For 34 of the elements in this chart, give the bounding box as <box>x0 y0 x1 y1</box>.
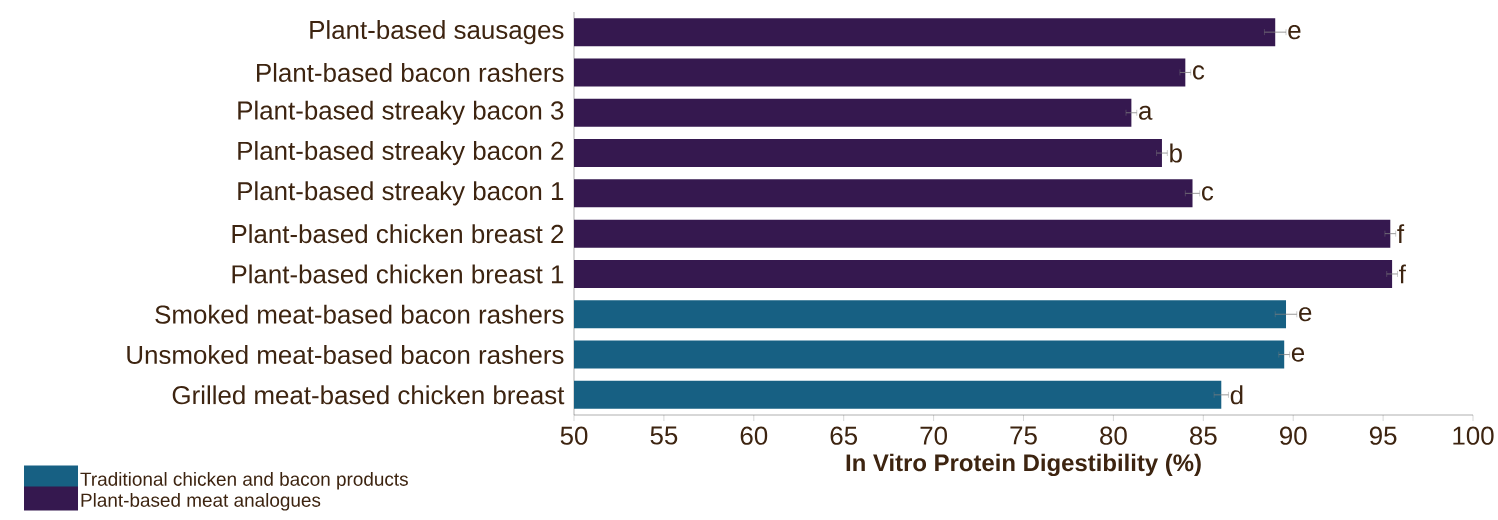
y-tick-label: Grilled meat-based chicken breast <box>172 385 565 405</box>
y-tick-label: Plant-based streaky bacon 2 <box>238 140 564 166</box>
x-tick-label: 50 <box>560 426 588 445</box>
x-tick-label: 80 <box>1100 426 1127 445</box>
y-tick-label: Unsmoked meat-based bacon rashers <box>127 345 564 365</box>
x-tick-label: 70 <box>920 426 947 445</box>
legend-label: Traditional chicken and bacon products <box>80 471 408 490</box>
x-axis-title: In Vitro Protein Digestibility (%) <box>846 453 1201 477</box>
y-tick-label: Plant-based streaky bacon 3 <box>238 100 564 125</box>
annotation: f <box>1397 224 1405 244</box>
annotation: e <box>1291 347 1305 362</box>
annotation: f <box>1399 264 1406 284</box>
x-tick-label: 55 <box>650 426 678 445</box>
annotation: c <box>1202 186 1214 201</box>
x-tick-label: 60 <box>740 426 768 445</box>
legend-label: Plant-based meat analogues <box>81 492 321 511</box>
annotation: c <box>1193 65 1205 80</box>
annotation: e <box>1288 25 1301 40</box>
annotation: b <box>1170 143 1182 163</box>
x-tick-label: 90 <box>1280 426 1307 445</box>
x-tick-label: 65 <box>830 426 858 445</box>
y-tick-label: Smoked meat-based bacon rashers <box>155 304 564 324</box>
x-tick-label: 75 <box>1010 426 1037 445</box>
y-tick-label: Plant-based sausages <box>310 20 564 45</box>
y-tick-label: Plant-based chicken breast 2 <box>232 224 564 244</box>
x-tick-label: 95 <box>1369 426 1397 445</box>
annotation: d <box>1230 385 1243 405</box>
annotation: e <box>1299 307 1312 322</box>
y-tick-label: Plant-based chicken breast 1 <box>232 264 564 284</box>
x-tick-label: 100 <box>1453 426 1494 445</box>
x-tick-label: 85 <box>1190 426 1217 445</box>
annotation: a <box>1139 105 1153 120</box>
y-tick-label: Plant-based streaky bacon 1 <box>238 181 564 206</box>
y-tick-label: Plant-based bacon rashers <box>257 62 564 82</box>
